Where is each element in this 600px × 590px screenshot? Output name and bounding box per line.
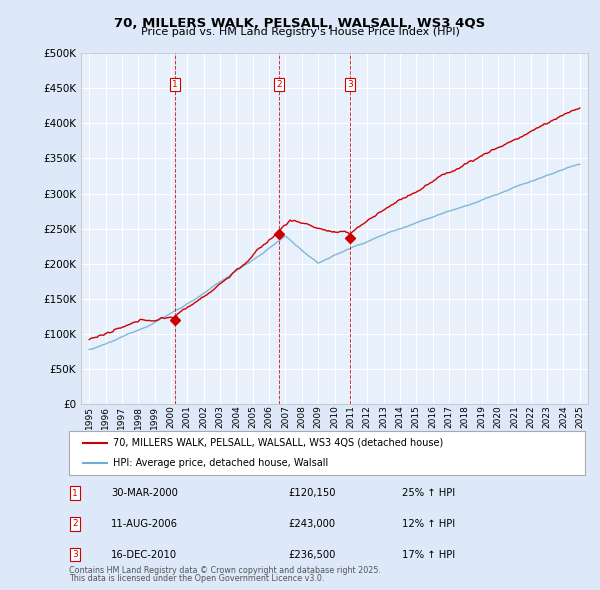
Text: £243,000: £243,000: [288, 519, 335, 529]
Text: £120,150: £120,150: [288, 489, 335, 498]
Text: £236,500: £236,500: [288, 550, 335, 559]
FancyBboxPatch shape: [69, 431, 585, 475]
Text: Contains HM Land Registry data © Crown copyright and database right 2025.: Contains HM Land Registry data © Crown c…: [69, 566, 381, 575]
Text: 3: 3: [347, 80, 353, 89]
Text: Price paid vs. HM Land Registry's House Price Index (HPI): Price paid vs. HM Land Registry's House …: [140, 27, 460, 37]
Text: 2: 2: [277, 80, 282, 89]
Text: 16-DEC-2010: 16-DEC-2010: [111, 550, 177, 559]
Text: This data is licensed under the Open Government Licence v3.0.: This data is licensed under the Open Gov…: [69, 574, 325, 583]
Text: 12% ↑ HPI: 12% ↑ HPI: [402, 519, 455, 529]
Text: 11-AUG-2006: 11-AUG-2006: [111, 519, 178, 529]
Text: 1: 1: [172, 80, 178, 89]
Text: 2: 2: [72, 519, 78, 529]
Text: 3: 3: [72, 550, 78, 559]
Text: 25% ↑ HPI: 25% ↑ HPI: [402, 489, 455, 498]
Text: HPI: Average price, detached house, Walsall: HPI: Average price, detached house, Wals…: [113, 458, 328, 468]
Text: 17% ↑ HPI: 17% ↑ HPI: [402, 550, 455, 559]
Text: 70, MILLERS WALK, PELSALL, WALSALL, WS3 4QS (detached house): 70, MILLERS WALK, PELSALL, WALSALL, WS3 …: [113, 438, 443, 448]
Text: 70, MILLERS WALK, PELSALL, WALSALL, WS3 4QS: 70, MILLERS WALK, PELSALL, WALSALL, WS3 …: [115, 17, 485, 30]
Text: 1: 1: [72, 489, 78, 498]
Text: 30-MAR-2000: 30-MAR-2000: [111, 489, 178, 498]
